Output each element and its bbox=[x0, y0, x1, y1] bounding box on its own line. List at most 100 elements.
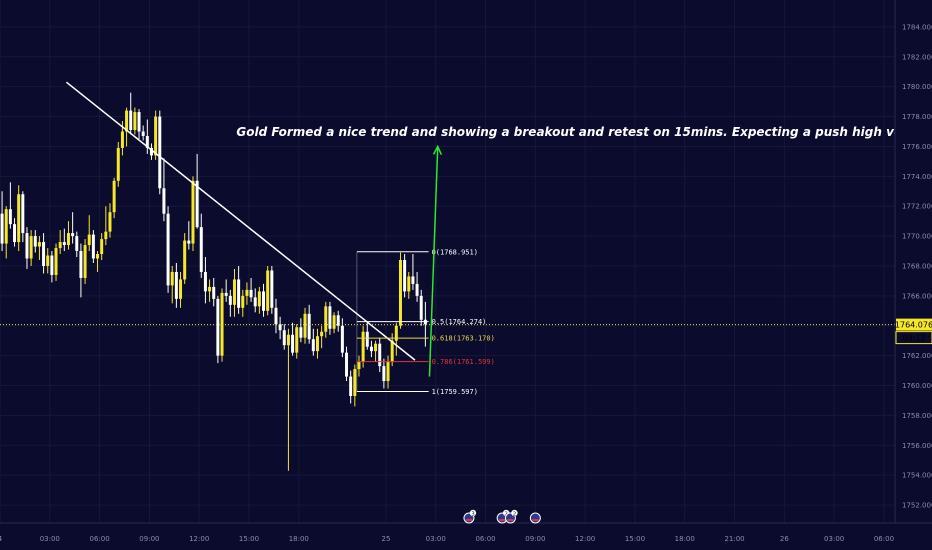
candle-body bbox=[257, 291, 261, 307]
countdown-tag bbox=[895, 331, 932, 345]
candle bbox=[199, 213, 203, 278]
candle bbox=[108, 203, 112, 238]
candle bbox=[299, 318, 303, 343]
candle-body bbox=[253, 297, 257, 307]
event-count-label: 3 bbox=[471, 511, 475, 517]
candle-body bbox=[129, 110, 133, 131]
candle bbox=[398, 252, 402, 329]
price-tick-label: 1760.000 bbox=[902, 382, 932, 390]
event-count-badge bbox=[469, 509, 477, 517]
projection-arrow-group[interactable] bbox=[428, 144, 443, 377]
candle bbox=[382, 358, 386, 389]
time-tick-label: 06:00 bbox=[874, 535, 894, 543]
candle-body bbox=[407, 276, 411, 292]
event-marker[interactable]: 3 bbox=[463, 509, 477, 524]
candle-body bbox=[33, 236, 37, 247]
price-axis-background bbox=[895, 0, 932, 523]
candle-body bbox=[266, 270, 270, 311]
event-marker[interactable] bbox=[529, 512, 541, 524]
candle bbox=[141, 125, 145, 141]
candle bbox=[390, 333, 394, 367]
time-tick-label: 15:00 bbox=[239, 535, 259, 543]
candles bbox=[0, 92, 427, 471]
candle bbox=[365, 322, 369, 350]
chart-annotation[interactable]: Gold Formed a nice trend and showing a b… bbox=[236, 125, 932, 139]
event-marker[interactable]: 2 bbox=[504, 509, 518, 524]
candle bbox=[112, 177, 116, 219]
candle-body bbox=[145, 135, 149, 148]
candle-body bbox=[66, 233, 70, 246]
candle-body bbox=[419, 295, 423, 320]
time-tick-label: 06:00 bbox=[90, 535, 110, 543]
candle bbox=[274, 298, 278, 334]
candle-body bbox=[100, 239, 104, 255]
candle-body bbox=[79, 251, 83, 278]
candle-body bbox=[315, 336, 319, 352]
candle bbox=[295, 324, 299, 359]
projection-arrow-shaft[interactable] bbox=[428, 146, 439, 377]
candle-body bbox=[91, 234, 95, 259]
price-tick-label: 1774.000 bbox=[902, 173, 932, 181]
candle bbox=[345, 346, 349, 382]
candle-body bbox=[378, 343, 382, 367]
candle-body bbox=[96, 254, 100, 259]
fibonacci-retracement[interactable]: 0(1768.951) 0.5(1764.274) 0.618(1763.170) 0… bbox=[356, 248, 495, 396]
candle-body bbox=[374, 343, 378, 352]
projection-arrow-head bbox=[432, 144, 443, 155]
candle bbox=[166, 206, 170, 293]
candle-body bbox=[386, 361, 390, 382]
candle bbox=[262, 283, 266, 317]
candle bbox=[104, 206, 108, 246]
candle bbox=[83, 239, 87, 284]
candle bbox=[378, 337, 382, 373]
candle-body bbox=[179, 279, 183, 299]
candle bbox=[187, 221, 191, 250]
candle-body bbox=[398, 260, 402, 326]
candle-body bbox=[336, 315, 340, 326]
candle-body bbox=[195, 180, 199, 228]
candle-body bbox=[295, 327, 299, 353]
candle bbox=[224, 279, 228, 302]
candle-body bbox=[340, 325, 344, 353]
candle bbox=[208, 279, 212, 302]
candle-body bbox=[203, 271, 207, 292]
fib-level-label: 0(1768.951) bbox=[432, 248, 478, 256]
candle bbox=[266, 265, 270, 316]
candle bbox=[13, 218, 17, 247]
candle bbox=[411, 254, 415, 290]
fib-level-label: 0.786(1761.599) bbox=[432, 358, 495, 366]
candle-body bbox=[4, 209, 8, 244]
candle-body bbox=[183, 240, 187, 280]
candle-body bbox=[29, 236, 33, 259]
time-tick-label: 09:00 bbox=[525, 535, 545, 543]
time-axis[interactable]: 4 03:00 06:00 09:00 12:00 15:00 18:00 25 03:00 06… bbox=[0, 535, 894, 543]
candle bbox=[278, 316, 282, 340]
candle bbox=[17, 185, 21, 252]
time-tick-label: 03:00 bbox=[426, 535, 446, 543]
candle-body bbox=[390, 340, 394, 362]
candle bbox=[62, 228, 66, 252]
event-flag-stripe bbox=[499, 519, 506, 521]
candle bbox=[54, 243, 58, 281]
candle-body bbox=[154, 116, 158, 156]
candle bbox=[282, 324, 286, 350]
fib-level-label: 1(1759.597) bbox=[432, 388, 478, 396]
candle-body bbox=[278, 324, 282, 331]
candle bbox=[66, 221, 70, 250]
candle bbox=[191, 176, 195, 252]
candle-body bbox=[13, 224, 17, 243]
candle-body bbox=[262, 291, 266, 311]
candle-body bbox=[8, 209, 12, 225]
time-tick-label: 03:00 bbox=[40, 535, 60, 543]
event-marker[interactable]: 2 bbox=[496, 509, 510, 524]
candle bbox=[311, 328, 315, 356]
candle-body bbox=[50, 255, 54, 275]
event-count-badge bbox=[511, 509, 518, 517]
candle-body bbox=[112, 180, 116, 213]
price-axis[interactable]: 1752.000 1754.000 1756.000 1758.000 1760.000… bbox=[902, 23, 932, 509]
price-tick-label: 1772.000 bbox=[902, 203, 932, 211]
